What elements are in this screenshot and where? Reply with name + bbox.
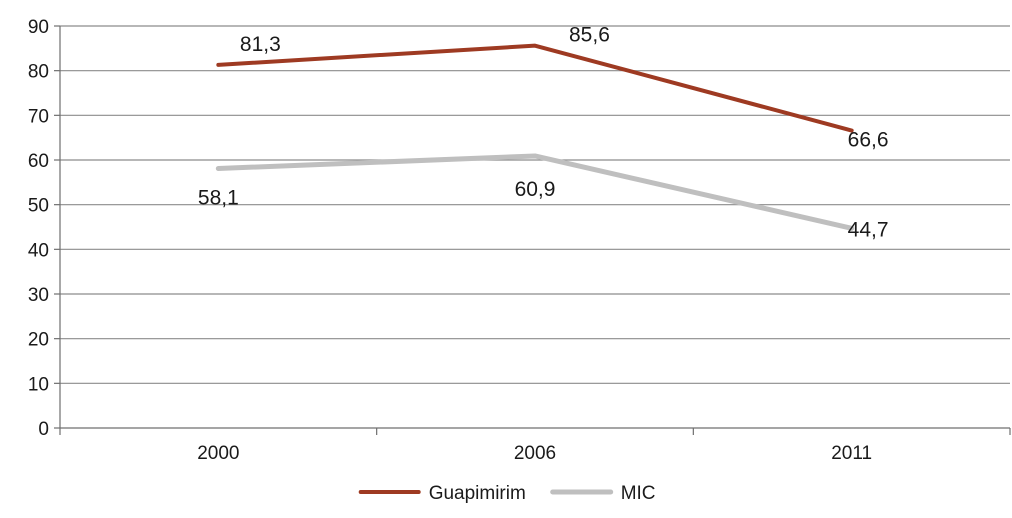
data-label: 81,3: [240, 33, 281, 56]
legend: Guapimirim MIC: [358, 483, 656, 504]
data-label: 85,6: [569, 24, 610, 47]
x-tick-label: 2000: [197, 443, 239, 464]
legend-item-mic: MIC: [550, 483, 656, 504]
data-label: 44,7: [848, 218, 889, 241]
y-tick-label: 40: [28, 240, 49, 261]
axes: 0 10 20 30 40 50 60 70 80 90 2000 2006 2011: [28, 17, 1011, 464]
y-tick-label: 90: [28, 17, 49, 38]
y-tick-label: 30: [28, 285, 49, 306]
legend-label: MIC: [621, 483, 656, 504]
data-label: 66,6: [848, 129, 889, 152]
legend-item-guapimirim: Guapimirim: [358, 483, 526, 504]
x-tick-label: 2006: [514, 443, 556, 464]
series-lines: [215, 43, 855, 231]
y-tick-label: 50: [28, 196, 49, 217]
y-tick-label: 70: [28, 106, 49, 127]
y-tick-label: 60: [28, 151, 49, 172]
data-label: 60,9: [515, 178, 556, 201]
y-tick-label: 0: [38, 419, 49, 440]
y-tick-label: 80: [28, 62, 49, 83]
y-tick-label: 20: [28, 330, 49, 351]
series-line-mic: [215, 153, 855, 231]
x-tick-label: 2011: [831, 443, 872, 464]
data-label: 58,1: [198, 186, 239, 209]
legend-label: Guapimirim: [429, 483, 526, 504]
data-labels: 81,3 85,6 66,6 58,1 60,9 44,7: [198, 24, 889, 242]
y-tick-label: 10: [28, 374, 49, 395]
gridlines: [60, 25, 1010, 384]
series-line-guapimirim: [216, 43, 854, 133]
